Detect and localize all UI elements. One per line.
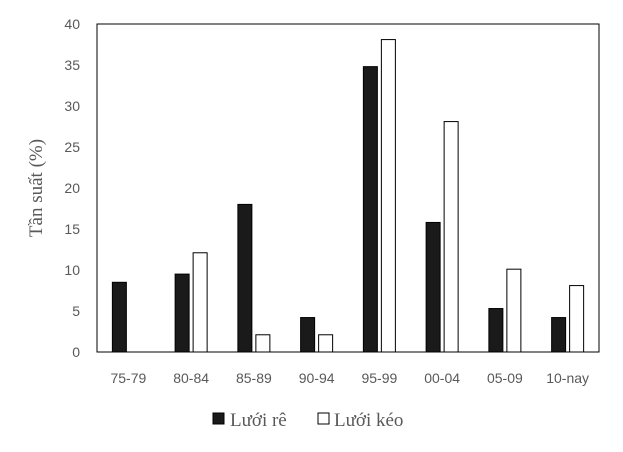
- y-axis-ticks: 0 5 10 15 20 25 30 35 40: [64, 16, 80, 360]
- y-tick-label: 25: [64, 139, 80, 155]
- bar-luoi-re-75-79: [111, 281, 127, 353]
- x-tick-label: 05-09: [487, 370, 523, 386]
- bar-luoi-keo-95-99: [380, 39, 396, 353]
- legend: Lưới rê Lưới kéo: [212, 410, 403, 431]
- bar-luoi-re-90-94: [300, 317, 316, 353]
- bar-luoi-re-05-09: [488, 308, 504, 353]
- bar-luoi-re-95-99: [362, 66, 378, 353]
- plot-frame: [96, 23, 600, 353]
- bar-luoi-re-00-04: [425, 221, 441, 353]
- x-tick-label: 00-04: [424, 370, 460, 386]
- bar-luoi-re-10-nay: [551, 317, 567, 353]
- bars: [111, 39, 585, 353]
- x-tick-label: 85-89: [236, 370, 272, 386]
- legend-swatch-luoi-keo: [317, 412, 330, 425]
- bar-luoi-keo-80-84: [192, 252, 208, 353]
- y-tick-label: 5: [72, 303, 80, 319]
- x-tick-label: 95-99: [361, 370, 397, 386]
- y-tick-label: 10: [64, 262, 80, 278]
- x-tick-label: 10-nay: [546, 370, 589, 386]
- legend-label-luoi-re: Lưới rê: [230, 410, 287, 431]
- legend-label-luoi-keo: Lưới kéo: [334, 410, 403, 431]
- x-tick-label: 90-94: [299, 370, 335, 386]
- y-tick-label: 30: [64, 98, 80, 114]
- x-tick-label: 75-79: [110, 370, 146, 386]
- y-tick-label: 40: [64, 16, 80, 32]
- y-tick-label: 35: [64, 57, 80, 73]
- bar-luoi-keo-10-nay: [569, 285, 585, 353]
- y-axis-label: Tần suất (%): [26, 139, 47, 237]
- bar-luoi-keo-85-89: [255, 334, 271, 353]
- bar-luoi-re-80-84: [174, 273, 190, 353]
- x-axis-ticks: 75-79 80-84 85-89 90-94 95-99 00-04 05-09 10-na…: [110, 370, 589, 386]
- bar-luoi-re-85-89: [237, 203, 253, 353]
- bar-luoi-keo-05-09: [506, 268, 522, 353]
- y-tick-label: 0: [72, 344, 80, 360]
- y-tick-label: 15: [64, 221, 80, 237]
- x-tick-label: 80-84: [173, 370, 209, 386]
- bar-luoi-keo-00-04: [443, 121, 459, 353]
- legend-swatch-luoi-re: [212, 412, 225, 425]
- y-tick-label: 20: [64, 180, 80, 196]
- bar-luoi-keo-90-94: [318, 334, 334, 353]
